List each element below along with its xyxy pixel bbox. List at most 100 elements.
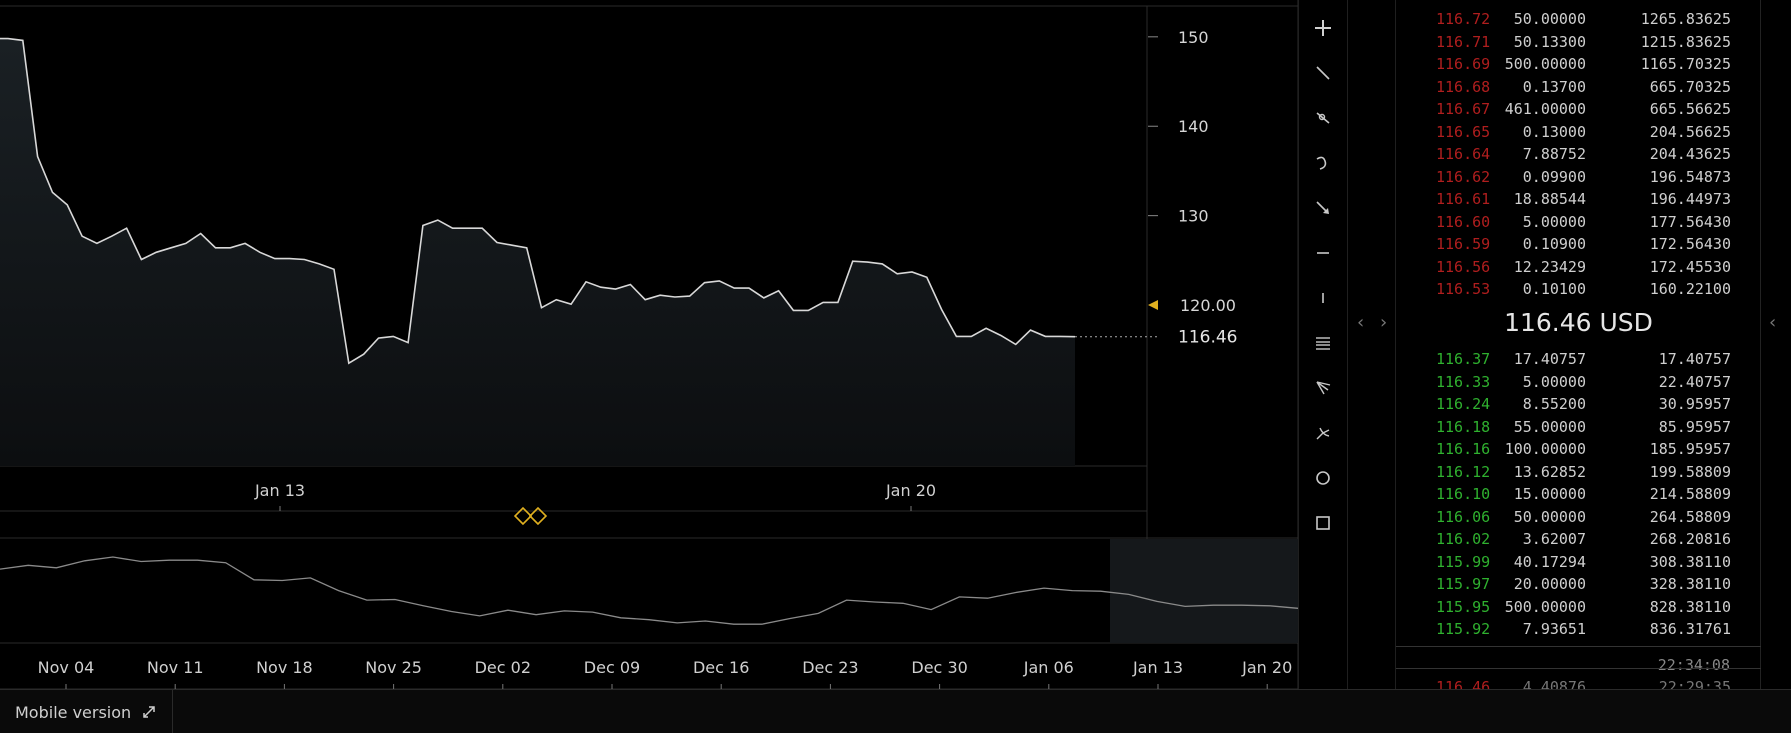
ask-amount: 461.00000	[1504, 100, 1586, 118]
bid-row[interactable]: 116.24 8.55200 30.95957	[1396, 393, 1761, 416]
x-axis: Jan 13 Jan 20	[254, 481, 936, 511]
ask-row[interactable]: 116.56 12.23429 172.45530	[1396, 256, 1761, 279]
bid-amount: 5.00000	[1522, 372, 1586, 391]
chevron-left-icon[interactable]: ‹	[1769, 312, 1777, 333]
bid-row[interactable]: 116.10 15.00000 214.58809	[1396, 483, 1761, 506]
bid-price: 115.92	[1436, 620, 1491, 638]
bid-row[interactable]: 116.18 55.00000 85.95957	[1396, 416, 1761, 439]
crosshair-icon[interactable]	[1299, 12, 1347, 44]
ask-row[interactable]: 116.72 50.00000 1265.83625	[1396, 8, 1761, 31]
bid-row[interactable]: 115.95 500.00000 828.38110	[1396, 596, 1761, 619]
trade-amount: 4.40876	[1522, 678, 1586, 692]
ask-row[interactable]: 116.53 0.10100 160.22100	[1396, 278, 1761, 301]
bid-row[interactable]: 115.97 20.00000 328.38110	[1396, 573, 1761, 596]
ask-total: 204.43625	[1649, 145, 1731, 163]
ask-row[interactable]: 116.69 500.00000 1165.70325	[1396, 53, 1761, 76]
chart-area[interactable]: 150 140 130 120.00 116.46 Jan 13 Jan 20 No…	[0, 0, 1298, 689]
ask-row[interactable]: 116.62 0.09900 196.54873	[1396, 166, 1761, 189]
navigator-tick-label: Nov 11	[147, 658, 204, 677]
ask-row[interactable]: 116.71 50.13300 1215.83625	[1396, 31, 1761, 54]
price-area-fill	[0, 38, 1075, 466]
price-marker-label: 120.00	[1180, 296, 1236, 315]
price-marker: 120.00	[1148, 296, 1236, 315]
ask-price: 116.72	[1436, 10, 1491, 28]
ask-total: 1165.70325	[1640, 55, 1731, 73]
bid-amount: 8.55200	[1522, 395, 1586, 413]
curve-icon[interactable]	[1299, 147, 1347, 179]
trade-price: 116.46	[1436, 678, 1491, 692]
bid-amount: 13.62852	[1513, 462, 1586, 481]
navigator-selection[interactable]	[1110, 539, 1298, 643]
bid-price: 115.97	[1436, 575, 1491, 593]
circle-icon[interactable]	[1299, 462, 1347, 494]
y-tick-label: 140	[1178, 117, 1209, 136]
ask-row[interactable]: 116.60 5.00000 177.56430	[1396, 211, 1761, 234]
navigator-tick-label: Nov 04	[38, 658, 95, 677]
pitchfork-icon[interactable]	[1299, 417, 1347, 449]
ask-total: 196.54873	[1649, 167, 1731, 186]
bid-price: 116.37	[1436, 350, 1491, 368]
ask-amount: 5.00000	[1522, 212, 1586, 231]
bid-total: 17.40757	[1658, 350, 1731, 368]
bid-row[interactable]: 115.99 40.17294 308.38110	[1396, 551, 1761, 574]
bid-row[interactable]: 116.16 100.00000 185.95957	[1396, 438, 1761, 461]
ask-row[interactable]: 116.59 0.10900 172.56430	[1396, 233, 1761, 256]
bid-total: 199.58809	[1649, 462, 1731, 481]
bid-row[interactable]: 115.92 7.93651 836.31761	[1396, 618, 1761, 641]
rectangle-icon[interactable]	[1299, 507, 1347, 539]
navigator-tick-label: Nov 18	[256, 658, 313, 677]
bid-row[interactable]: 116.12 13.62852 199.58809	[1396, 461, 1761, 484]
bid-row[interactable]: 116.02 3.62007 268.20816	[1396, 528, 1761, 551]
bid-amount: 15.00000	[1513, 485, 1586, 503]
bid-amount: 7.93651	[1522, 620, 1586, 638]
ask-row[interactable]: 116.67 461.00000 665.56625	[1396, 98, 1761, 121]
bid-total: 264.58809	[1649, 507, 1731, 526]
parallel-channel-icon[interactable]	[1299, 327, 1347, 359]
mid-price: 116.46 USD	[1504, 308, 1653, 337]
marker-arrow-icon	[1148, 300, 1158, 311]
arrow-icon[interactable]	[1299, 192, 1347, 224]
price-chart[interactable]: 150 140 130 120.00 116.46 Jan 13 Jan 20 No…	[0, 0, 1298, 689]
bid-price: 116.33	[1436, 372, 1491, 391]
bid-price: 116.06	[1436, 507, 1491, 526]
ray-icon[interactable]	[1299, 102, 1347, 134]
chevron-left-icon[interactable]: ‹	[1357, 312, 1365, 333]
ask-row[interactable]: 116.64 7.88752 204.43625	[1396, 143, 1761, 166]
bid-price: 116.16	[1436, 440, 1491, 458]
ask-amount: 0.10900	[1522, 235, 1586, 253]
ask-total: 160.22100	[1649, 280, 1731, 298]
ask-row[interactable]: 116.65 0.13000 204.56625	[1396, 121, 1761, 144]
bid-row[interactable]: 116.33 5.00000 22.40757	[1396, 371, 1761, 394]
trend-line-icon[interactable]	[1299, 57, 1347, 89]
bid-price: 116.02	[1436, 530, 1491, 548]
bid-row[interactable]: 116.37 17.40757 17.40757	[1396, 348, 1761, 371]
ask-price: 116.59	[1436, 235, 1491, 253]
ask-row[interactable]: 116.68 0.13700 665.70325	[1396, 76, 1761, 99]
bid-amount: 100.00000	[1504, 440, 1586, 458]
ask-total: 172.56430	[1649, 235, 1731, 253]
ask-total: 177.56430	[1649, 212, 1731, 231]
mobile-version-label: Mobile version	[15, 702, 132, 722]
navigator-tick-label: Jan 13	[1132, 658, 1183, 677]
ask-row[interactable]: 116.61 18.88544 196.44973	[1396, 188, 1761, 211]
y-axis: 150 140 130	[1148, 28, 1209, 226]
fib-fan-icon[interactable]	[1299, 372, 1347, 404]
navigator-tick-label: Dec 09	[584, 658, 640, 677]
ask-amount: 50.00000	[1513, 10, 1586, 28]
right-edge-panel: ‹	[1761, 0, 1791, 689]
chevron-right-icon[interactable]: ›	[1380, 312, 1388, 333]
expand-arrows-icon	[143, 706, 155, 718]
diamond-pair-icon[interactable]	[513, 506, 548, 526]
bid-amount: 40.17294	[1513, 552, 1586, 571]
ask-amount: 50.13300	[1513, 32, 1586, 51]
bid-total: 836.31761	[1649, 620, 1731, 638]
bid-price: 116.12	[1436, 462, 1491, 481]
bid-price: 116.18	[1436, 417, 1491, 436]
vertical-line-icon[interactable]	[1299, 282, 1347, 314]
horizontal-line-icon[interactable]	[1299, 237, 1347, 269]
mobile-version-link[interactable]: Mobile version	[0, 690, 174, 733]
price-area-series	[0, 37, 1076, 466]
ask-amount: 0.13700	[1522, 77, 1586, 96]
bid-row[interactable]: 116.06 50.00000 264.58809	[1396, 506, 1761, 529]
ask-total: 1215.83625	[1640, 32, 1731, 51]
